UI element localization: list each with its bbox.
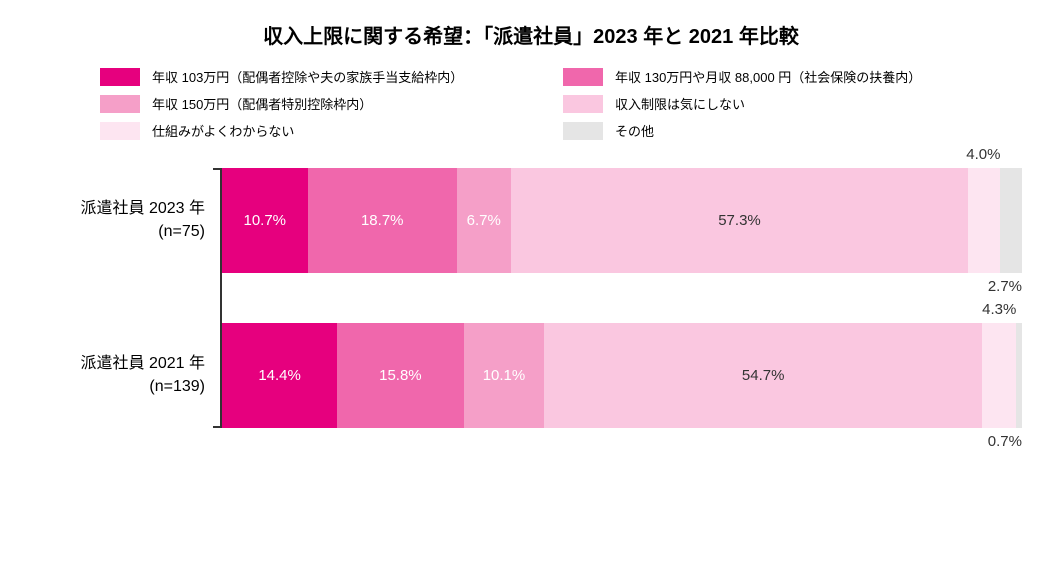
bar-segment: 0.7% [1016, 323, 1022, 428]
legend-swatch [100, 95, 140, 113]
segment-label: 4.3% [982, 301, 1016, 318]
legend-label: その他 [615, 121, 654, 140]
stacked-bar: 14.4%15.8%10.1%54.7%4.3%0.7% [222, 323, 1022, 428]
row-label: 派遣社員 2023 年(n=75) [20, 198, 205, 243]
legend-label: 仕組みがよくわからない [152, 121, 294, 140]
axis-tick [213, 168, 220, 170]
bar-segment: 6.7% [457, 168, 511, 273]
bar-segment: 54.7% [544, 323, 982, 428]
bar-segment: 2.7% [1000, 168, 1022, 273]
row-label: 派遣社員 2021 年(n=139) [20, 353, 205, 398]
bar-segment: 10.1% [464, 323, 545, 428]
stacked-bar: 10.7%18.7%6.7%57.3%4.0%2.7% [222, 168, 1022, 273]
legend-swatch [100, 122, 140, 140]
bar-segment: 4.0% [968, 168, 1000, 273]
legend-item: 年収 150万円（配偶者特別控除枠内） [100, 94, 539, 113]
legend-label: 年収 103万円（配偶者控除や夫の家族手当支給枠内） [152, 67, 463, 86]
legend-label: 年収 150万円（配偶者特別控除枠内） [152, 94, 372, 113]
segment-label: 4.0% [966, 146, 1000, 163]
chart-body: 派遣社員 2023 年(n=75)10.7%18.7%6.7%57.3%4.0%… [220, 168, 1022, 428]
segment-label: 0.7% [988, 433, 1022, 450]
legend-label: 収入制限は気にしない [615, 94, 745, 113]
bar-segment: 14.4% [222, 323, 337, 428]
segment-label: 2.7% [988, 278, 1022, 295]
legend-item: 収入制限は気にしない [563, 94, 1002, 113]
bar-segment: 57.3% [511, 168, 969, 273]
legend-item: 仕組みがよくわからない [100, 121, 539, 140]
legend-swatch [100, 68, 140, 86]
legend-swatch [563, 95, 603, 113]
legend: 年収 103万円（配偶者控除や夫の家族手当支給枠内） 年収 130万円や月収 88… [100, 67, 1002, 140]
legend-swatch [563, 122, 603, 140]
bar-row: 派遣社員 2023 年(n=75)10.7%18.7%6.7%57.3%4.0%… [220, 168, 1022, 273]
chart-title: 収入上限に関する希望：「派遣社員」2023 年と 2021 年比較 [20, 20, 1042, 49]
axis-tick [213, 426, 220, 428]
bar-segment: 10.7% [222, 168, 308, 273]
legend-swatch [563, 68, 603, 86]
bar-row: 派遣社員 2021 年(n=139)14.4%15.8%10.1%54.7%4.… [220, 323, 1022, 428]
bar-segment: 4.3% [982, 323, 1016, 428]
bar-segment: 15.8% [337, 323, 463, 428]
legend-label: 年収 130万円や月収 88,000 円（社会保険の扶養内） [615, 67, 921, 86]
legend-item: 年収 130万円や月収 88,000 円（社会保険の扶養内） [563, 67, 1002, 86]
legend-item: 年収 103万円（配偶者控除や夫の家族手当支給枠内） [100, 67, 539, 86]
legend-item: その他 [563, 121, 1002, 140]
bar-segment: 18.7% [308, 168, 457, 273]
